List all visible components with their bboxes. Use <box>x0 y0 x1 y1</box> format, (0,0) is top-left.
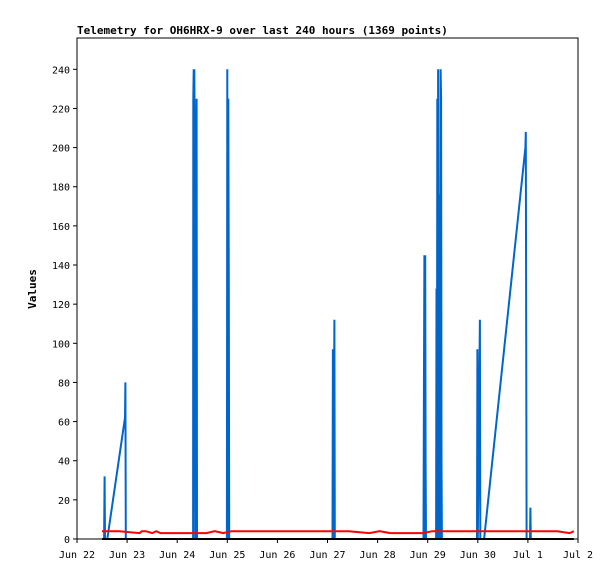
y-tick-label: 60 <box>58 418 70 429</box>
series-layer <box>102 69 575 540</box>
x-tick-label: Jun 22 <box>59 550 95 561</box>
y-tick-label: 240 <box>52 65 70 76</box>
y-axis-label: Values <box>26 269 39 309</box>
x-tick-label: Jun 28 <box>360 550 396 561</box>
y-tick-label: 200 <box>52 144 70 155</box>
x-tick-label: Jun 27 <box>309 550 345 561</box>
series-line-0 <box>103 69 532 540</box>
series-line-1 <box>102 530 575 535</box>
x-tick-label: Jun 24 <box>159 550 195 561</box>
y-tick-label: 140 <box>52 261 70 272</box>
y-tick-label: 100 <box>52 339 70 350</box>
y-tick-label: 120 <box>52 300 70 311</box>
x-tick-label: Jun 25 <box>209 550 245 561</box>
plot-frame <box>76 37 579 540</box>
x-tick-label: Jun 30 <box>460 550 496 561</box>
chart-title: Telemetry for OH6HRX-9 over last 240 hou… <box>77 24 448 37</box>
x-tick-label: Jun 23 <box>109 550 145 561</box>
x-axis: Jun 22 Jun 23 Jun 24 Jun 25 Jun 26 Jun 27 Jun … <box>59 539 593 561</box>
x-tick-label: Jun 29 <box>410 550 446 561</box>
x-tick-label: Jul 2 <box>563 550 593 561</box>
y-axis: 0 20 40 60 80 100 120 140 160 180 200 220 240 <box>52 65 77 546</box>
x-tick-label: Jul 1 <box>513 550 543 561</box>
y-tick-label: 0 <box>64 535 70 546</box>
y-tick-label: 80 <box>58 378 70 389</box>
y-tick-label: 40 <box>58 457 70 468</box>
y-tick-label: 20 <box>58 496 70 507</box>
y-tick-label: 220 <box>52 104 70 115</box>
y-tick-label: 180 <box>52 183 70 194</box>
y-tick-label: 160 <box>52 222 70 233</box>
x-tick-label: Jun 26 <box>259 550 295 561</box>
